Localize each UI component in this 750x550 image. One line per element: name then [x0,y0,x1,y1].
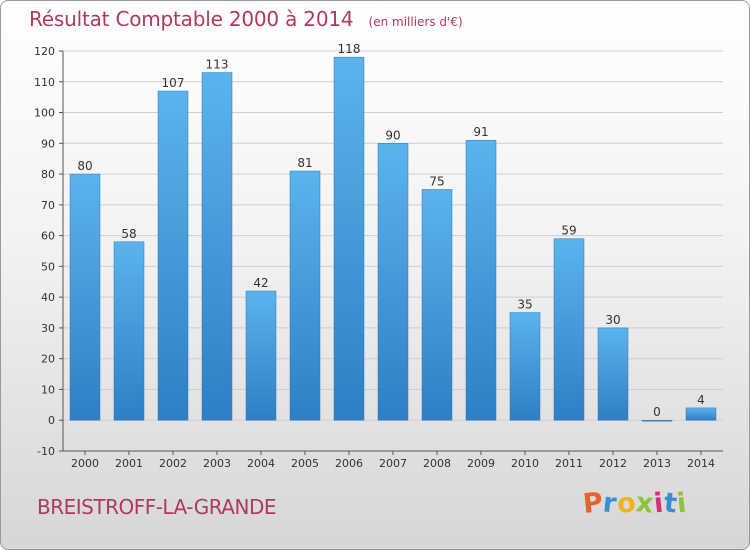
proxiti-logo[interactable]: Proxiti [581,487,689,520]
y-tick-label: 10 [41,383,55,396]
chart-subtitle: (en milliers d'€) [368,15,463,29]
bar-2005[interactable] [289,170,321,421]
value-label-2006: 118 [338,42,361,56]
value-label-2009: 91 [473,125,488,139]
bar-2004[interactable] [245,290,277,421]
value-label-2001: 58 [121,227,136,241]
y-tick-label: 110 [34,76,55,89]
x-tick-label-2007: 2007 [379,457,407,470]
bar-layer [69,56,717,422]
x-tick-label-2014: 2014 [687,457,715,470]
x-tick-label-2003: 2003 [203,457,231,470]
bar-2003[interactable] [201,72,233,421]
value-label-2014: 4 [697,393,705,407]
y-tick-label: 40 [41,291,55,304]
y-tick-label: 120 [34,45,55,58]
y-tick-label: 80 [41,168,55,181]
x-tick-label-2011: 2011 [555,457,583,470]
bar-2008[interactable] [421,189,453,421]
value-label-2002: 107 [162,76,185,90]
y-tick-label: 20 [41,353,55,366]
y-tick-label: 50 [41,260,55,273]
value-label-2008: 75 [429,174,444,188]
value-label-2003: 113 [206,58,229,72]
y-tick-label: -10 [37,445,55,458]
title-row: Résultat Comptable 2000 à 2014 (en milli… [29,7,463,31]
x-tick-label-2006: 2006 [335,457,363,470]
x-tick-label-2001: 2001 [115,457,143,470]
y-tick-label: 30 [41,322,55,335]
x-tick-label-2004: 2004 [247,457,275,470]
value-label-2011: 59 [561,224,576,238]
x-tick-label-2012: 2012 [599,457,627,470]
x-tick-label-2008: 2008 [423,457,451,470]
value-label-2010: 35 [517,298,532,312]
x-tick-label-2013: 2013 [643,457,671,470]
value-label-2013: 0 [653,405,661,419]
chart-title: Résultat Comptable 2000 à 2014 [29,7,354,31]
logo-letter: i [675,487,689,520]
value-label-2004: 42 [253,276,268,290]
y-tick-label: 70 [41,199,55,212]
bar-2010[interactable] [509,312,541,421]
bar-2009[interactable] [465,139,497,421]
value-label-2005: 81 [297,156,312,170]
x-tick-label-2010: 2010 [511,457,539,470]
x-tick-label-2000: 2000 [71,457,99,470]
x-tick-label-2002: 2002 [159,457,187,470]
bar-2013[interactable] [641,419,673,422]
bar-2002[interactable] [157,90,189,421]
town-name: BREISTROFF-LA-GRANDE [37,495,276,519]
y-tick-label: 90 [41,137,55,150]
y-tick-label: 60 [41,230,55,243]
bar-2000[interactable] [69,173,101,421]
bar-2001[interactable] [113,241,145,421]
value-label-2000: 80 [77,159,92,173]
bar-2014[interactable] [685,407,717,421]
bar-2012[interactable] [597,327,629,421]
x-tick-label-2009: 2009 [467,457,495,470]
y-tick-label: 100 [34,107,55,120]
bar-2007[interactable] [377,143,409,421]
bar-2011[interactable] [553,238,585,421]
bar-2006[interactable] [333,56,365,421]
value-label-2012: 30 [605,313,620,327]
y-tick-label: 0 [48,414,55,427]
value-label-2007: 90 [385,128,400,142]
label-layer: 80 58 107 113 42 81 118 90 75 91 35 59 30 0 4 [77,42,704,419]
x-tick-label-2005: 2005 [291,457,319,470]
